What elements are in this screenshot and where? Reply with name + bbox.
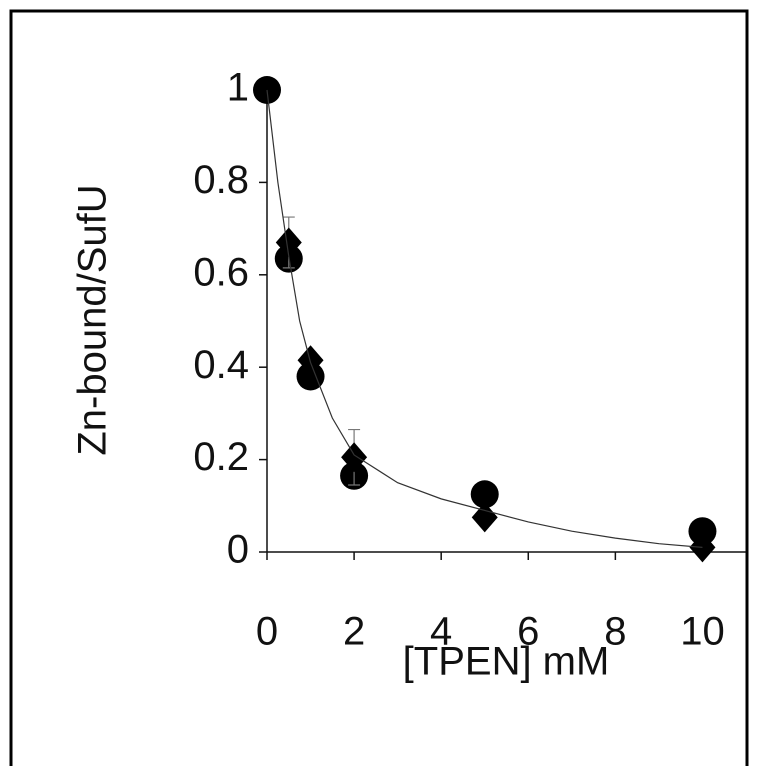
x-axis-title: [TPEN] mM [403, 640, 610, 684]
x-tick-label: 8 [604, 610, 626, 654]
frame [9, 9, 749, 766]
x-tick-label: 6 [517, 610, 539, 654]
x-tick-label: 4 [430, 610, 452, 654]
x-tick-label: 10 [680, 610, 725, 654]
x-tick-label: 0 [256, 610, 278, 654]
y-tick-label: 0.6 [193, 250, 249, 294]
data-point [471, 502, 498, 533]
data-point [275, 227, 302, 258]
x-tick-label: 2 [343, 610, 365, 654]
data-point [688, 517, 717, 546]
fit-curve [266, 89, 703, 548]
y-tick-label: 0.2 [193, 435, 249, 479]
data-point [296, 362, 325, 391]
y-tick-label: 0 [227, 528, 249, 572]
y-tick-label: 1 [227, 66, 249, 110]
y-axis-title: Zn-bound/SufU [71, 184, 115, 455]
y-tick-label: 0.8 [193, 158, 249, 202]
data-point [341, 442, 368, 473]
y-tick-label: 0.4 [193, 343, 249, 387]
data-point [470, 480, 499, 509]
